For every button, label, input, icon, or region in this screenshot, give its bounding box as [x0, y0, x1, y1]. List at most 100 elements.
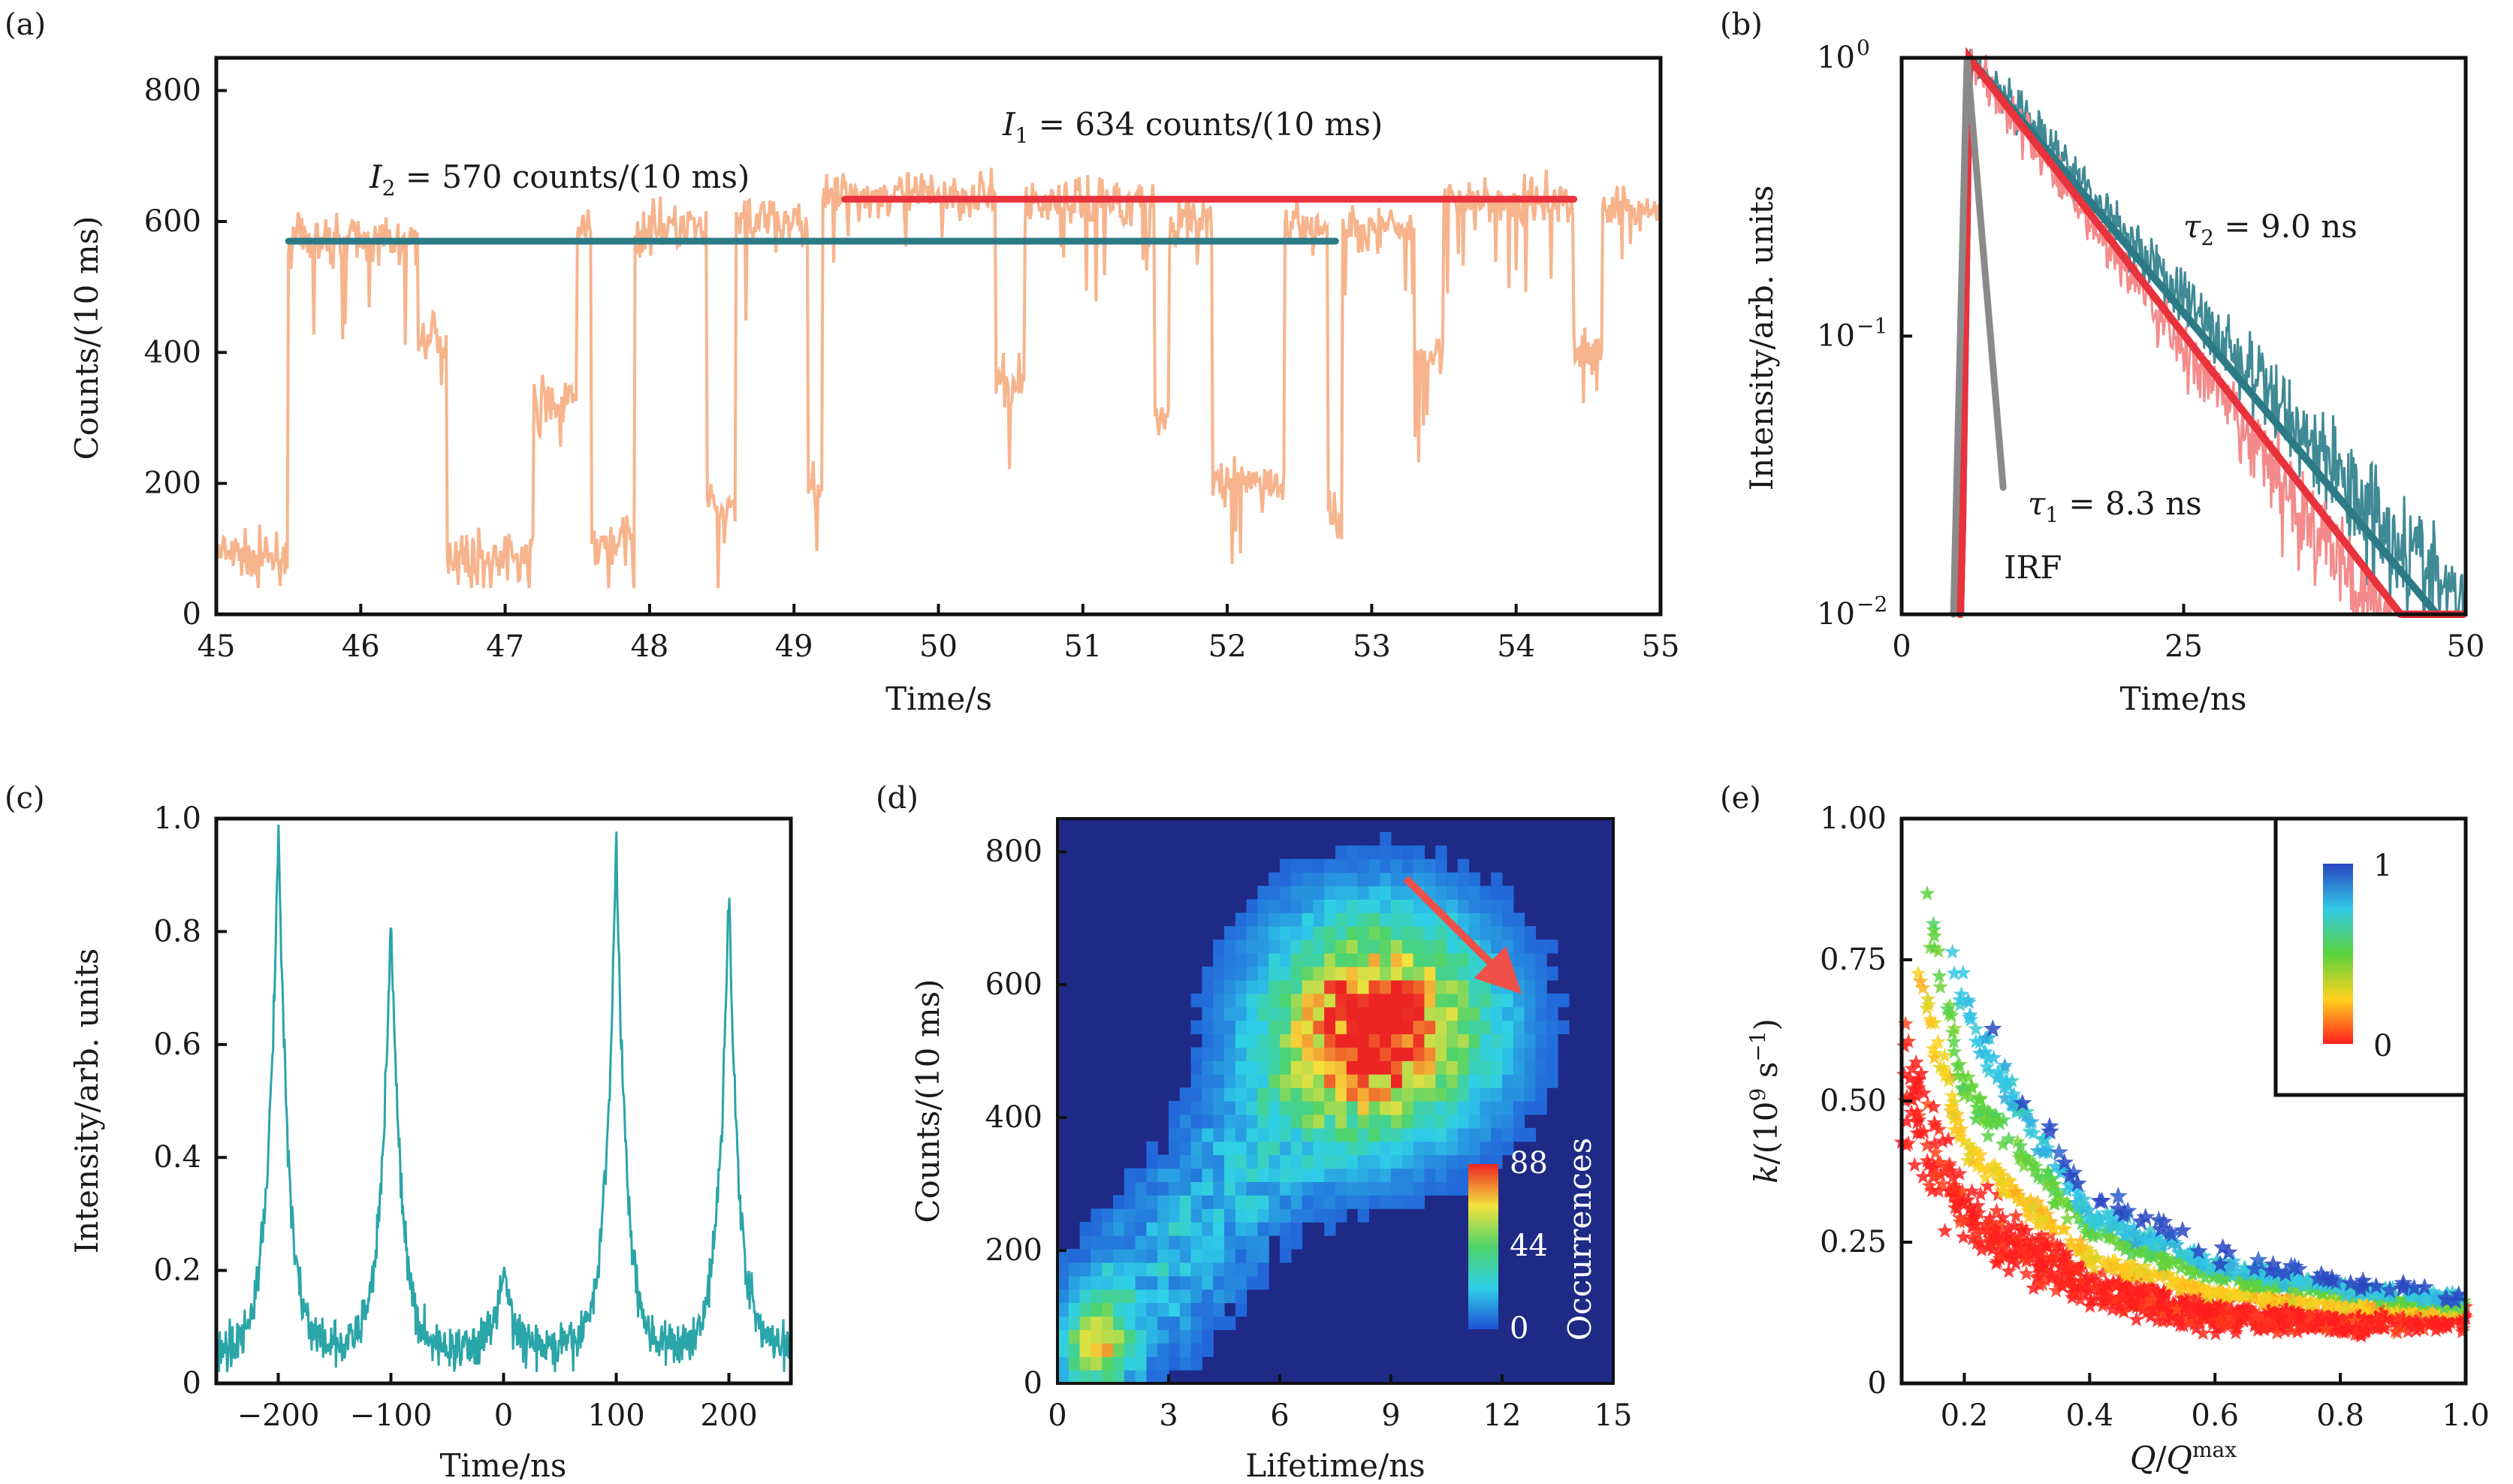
scatter-star [2007, 1184, 2023, 1199]
heatmap-cell [1124, 1343, 1136, 1357]
heatmap-cell [1190, 1262, 1202, 1277]
scatter-star [1925, 1040, 1941, 1056]
heatmap-cell [1346, 872, 1359, 887]
heatmap-cell [1302, 1168, 1314, 1182]
heatmap-cell [1290, 1208, 1303, 1223]
heatmap-cell [1190, 1249, 1202, 1263]
heatmap-cell [1269, 1114, 1281, 1129]
axis-c-xtick-label: 100 [587, 1398, 644, 1433]
heatmap-cell [1280, 940, 1292, 954]
heatmap-cell [1102, 1262, 1114, 1277]
scatter-star [2234, 1302, 2250, 1318]
scatter-star [2079, 1241, 2095, 1256]
heatmap-cell [1513, 1033, 1525, 1048]
heatmap-cell [1357, 1181, 1369, 1196]
heatmap-cell [1447, 1101, 1459, 1115]
scatter-star [1936, 1047, 1953, 1063]
scatter-star [2209, 1284, 2225, 1300]
heatmap-cell [1502, 953, 1514, 967]
heatmap-cell [1491, 1114, 1503, 1129]
heatmap-cell [1324, 912, 1336, 927]
heatmap-cell [1269, 1087, 1281, 1102]
scatter-star [2043, 1270, 2059, 1286]
heatmap-cell [1124, 1222, 1136, 1236]
heatmap-cell [1135, 1329, 1147, 1344]
scatter-star [2179, 1254, 2195, 1270]
scatter-star [2050, 1272, 2066, 1288]
scatter-star [2121, 1295, 2137, 1311]
heatmap-cell [1457, 885, 1470, 900]
heatmap-cell [1091, 1262, 1103, 1277]
scatter-star [2034, 1170, 2050, 1186]
heatmap-cell [1401, 1114, 1414, 1129]
heatmap-cell [1169, 1195, 1181, 1209]
scatter-star [1944, 1024, 1961, 1039]
scatter-star [2171, 1244, 2187, 1260]
axis-d-ytick-label: 400 [985, 1100, 1042, 1135]
axis-e-ytick-label: 1.00 [1820, 801, 1887, 836]
scatter-star [2287, 1307, 2303, 1323]
scatter-star [2110, 1208, 2126, 1224]
scatter-star [2291, 1283, 2307, 1298]
scatter-star [2274, 1316, 2290, 1332]
scatter-star [2022, 1240, 2038, 1256]
heatmap-cell [1380, 912, 1392, 927]
scatter-star [1965, 1230, 1981, 1246]
scatter-star [1899, 1113, 1915, 1129]
heatmap-cell [1346, 1154, 1359, 1169]
heatmap-cell [1169, 1168, 1181, 1182]
heatmap-cell [1202, 1101, 1214, 1115]
scatter-star [1909, 1104, 1926, 1119]
scatter-star [2054, 1253, 2071, 1269]
heatmap-cell [1380, 1168, 1392, 1182]
heatmap-cell [1513, 1114, 1525, 1129]
axis-b-ytick-label: 10 [1817, 319, 1855, 354]
heatmap-cell [1246, 993, 1258, 1008]
heatmap-cell [1213, 1302, 1225, 1317]
heatmap-cell [1480, 1127, 1492, 1142]
heatmap-cell [1468, 993, 1480, 1008]
scatter-star [1980, 1178, 1996, 1193]
heatmap-cell [1413, 1060, 1425, 1075]
heatmap-cell [1068, 1356, 1081, 1371]
scatter-star [2292, 1310, 2309, 1326]
heatmap-cell [1224, 1316, 1236, 1330]
heatmap-cell [1157, 1154, 1169, 1169]
scatter-star [2023, 1245, 2040, 1261]
heatmap-cell [1290, 967, 1303, 981]
heatmap-cell [1280, 1222, 1292, 1236]
heatmap-cell [1235, 926, 1247, 940]
scatter-star [2128, 1298, 2145, 1314]
scatter-star [2045, 1183, 2061, 1199]
scatter-star [2001, 1262, 2017, 1278]
heatmap-cell [1368, 899, 1380, 913]
heatmap-cell [1346, 1101, 1359, 1115]
heatmap-cell [1391, 1033, 1403, 1048]
axis-a-ytick-label: 800 [144, 74, 201, 108]
heatmap-cell [1146, 1249, 1158, 1263]
scatter-star [1999, 1244, 2015, 1259]
axis-a-xtick-label: 45 [198, 629, 236, 664]
heatmap-cell [1524, 1127, 1536, 1142]
heatmap-cell [1502, 1101, 1514, 1115]
scatter-star [2198, 1253, 2213, 1268]
heatmap-cell [1213, 1101, 1225, 1115]
heatmap-cell [1179, 1101, 1192, 1115]
heatmap-cell [1324, 940, 1336, 954]
heatmap-cell [1246, 1208, 1258, 1223]
scatter-star [2336, 1299, 2352, 1315]
scatter-star [2131, 1211, 2150, 1230]
heatmap-cell [1435, 926, 1447, 940]
heatmap-cell [1447, 967, 1459, 981]
scatter-star [2183, 1262, 2199, 1277]
heatmap-cell [1457, 1033, 1470, 1048]
scatter-star [2415, 1277, 2434, 1295]
heatmap-cell [1280, 1195, 1292, 1209]
heatmap-cell [1246, 1033, 1258, 1048]
heatmap-cell [1246, 1262, 1258, 1277]
heatmap-cell [1235, 1074, 1247, 1088]
scatter-star [1916, 1084, 1932, 1100]
heatmap-cell [1380, 1181, 1392, 1196]
scatter-star [2363, 1311, 2379, 1327]
heatmap-cell [1346, 1087, 1359, 1102]
